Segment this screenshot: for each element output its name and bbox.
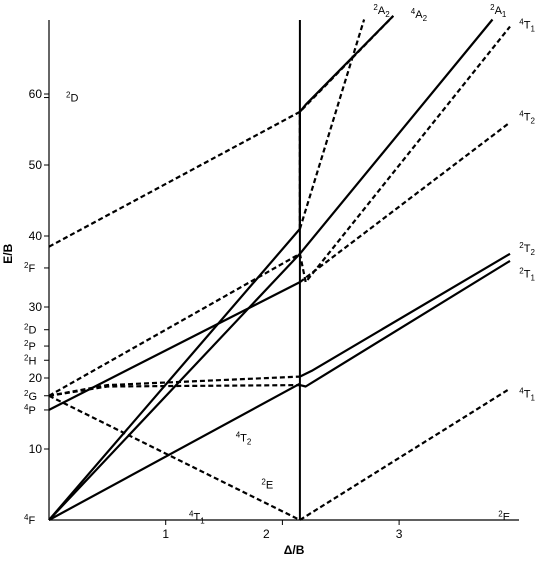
series-12-solid-line bbox=[299, 252, 511, 378]
term-label: 2F bbox=[24, 261, 35, 275]
y-tick-label: 60 bbox=[29, 87, 43, 101]
term-label: 2H bbox=[24, 353, 36, 367]
ticks-group: 10 20 30 40 50 60 1 2 3 bbox=[29, 87, 403, 541]
state-label: 2T2 bbox=[519, 241, 535, 257]
x-tick-label: 2 bbox=[263, 527, 270, 541]
term-label: 2P bbox=[24, 339, 36, 353]
series-4-dashed-line bbox=[48, 110, 301, 248]
term-label: 4P bbox=[24, 403, 36, 417]
axes-group bbox=[48, 20, 519, 521]
state-label: 4T2 bbox=[519, 110, 535, 126]
state-label: 4A2 bbox=[411, 7, 428, 23]
y-axis-title: E/B bbox=[1, 243, 15, 263]
series-7-solid-line bbox=[48, 281, 301, 411]
term-label: 4F bbox=[24, 513, 35, 527]
series-6-dashed-line bbox=[48, 25, 511, 397]
y-tick-label: 30 bbox=[29, 300, 43, 314]
series-14-dashed-line bbox=[48, 394, 301, 521]
x-axis-title: Δ/B bbox=[284, 543, 305, 557]
series-5-solid-line bbox=[48, 18, 494, 521]
state-label: 4T1 bbox=[189, 509, 205, 525]
series-8-dashed-line bbox=[299, 121, 511, 283]
state-label: 4T2 bbox=[236, 431, 252, 447]
series-1-solid-line bbox=[48, 15, 395, 521]
term-label: 2G bbox=[24, 389, 37, 403]
series-group bbox=[48, 15, 511, 521]
state-label: 2T1 bbox=[519, 267, 535, 283]
series-15-dashed-line bbox=[299, 387, 511, 521]
state-labels-group: 2A2 4A2 2A1 4T1 4T2 2T2 2T1 4T1 4T2 2E 4T1 2E bbox=[189, 3, 535, 525]
state-label: 4T1 bbox=[519, 17, 535, 33]
y-tick-label: 40 bbox=[29, 229, 43, 243]
term-label: 2D bbox=[66, 91, 78, 105]
term-label: 2D bbox=[24, 323, 36, 337]
state-label: 2E bbox=[498, 509, 510, 523]
state-label: 2A2 bbox=[373, 3, 390, 19]
series-10-dashed-line bbox=[48, 384, 300, 397]
state-label: 4T1 bbox=[519, 387, 535, 403]
y-tick-label: 20 bbox=[29, 371, 43, 385]
y-tick-label: 50 bbox=[29, 158, 43, 172]
state-label: 2E bbox=[261, 478, 273, 492]
state-label: 2A1 bbox=[490, 3, 507, 19]
x-tick-label: 3 bbox=[396, 527, 403, 541]
series-13-solid-line bbox=[299, 259, 511, 388]
series-3-dashed-line bbox=[298, 19, 366, 230]
x-tick-label: 1 bbox=[162, 527, 169, 541]
y-tick-label: 10 bbox=[29, 442, 43, 456]
series-11-solid-line bbox=[48, 382, 301, 521]
